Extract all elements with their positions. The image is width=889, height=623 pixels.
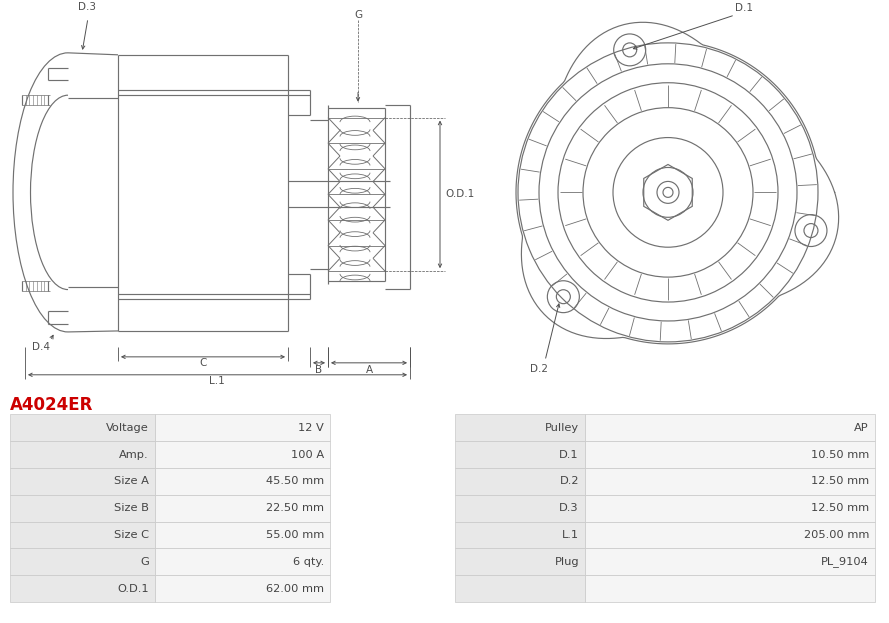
Text: D.3: D.3 — [559, 503, 579, 513]
Text: G: G — [354, 10, 362, 20]
Bar — [155, 495, 330, 521]
Text: 12.50 mm: 12.50 mm — [811, 503, 869, 513]
Bar — [585, 441, 875, 468]
Bar — [10, 468, 155, 495]
Text: 100 A: 100 A — [291, 450, 324, 460]
Bar — [455, 575, 585, 602]
Text: 12.50 mm: 12.50 mm — [811, 477, 869, 487]
Text: Size A: Size A — [114, 477, 149, 487]
Text: O.D.1: O.D.1 — [117, 584, 149, 594]
Bar — [455, 414, 585, 441]
Text: Voltage: Voltage — [107, 423, 149, 433]
Bar — [10, 495, 155, 521]
Bar — [455, 441, 585, 468]
Text: Amp.: Amp. — [119, 450, 149, 460]
Bar — [455, 521, 585, 548]
Text: 205.00 mm: 205.00 mm — [804, 530, 869, 540]
Bar — [585, 521, 875, 548]
Bar — [455, 468, 585, 495]
Bar — [10, 575, 155, 602]
Text: O.D.1: O.D.1 — [445, 189, 474, 199]
Bar — [10, 548, 155, 575]
Text: L.1: L.1 — [562, 530, 579, 540]
Bar — [10, 521, 155, 548]
Bar — [10, 441, 155, 468]
Bar — [455, 495, 585, 521]
Text: 45.50 mm: 45.50 mm — [266, 477, 324, 487]
Text: G: G — [140, 557, 149, 567]
Bar — [585, 548, 875, 575]
Text: 10.50 mm: 10.50 mm — [811, 450, 869, 460]
Text: A: A — [365, 365, 372, 375]
Text: C: C — [199, 358, 206, 368]
Bar — [155, 548, 330, 575]
Bar — [455, 548, 585, 575]
Text: D.2: D.2 — [530, 364, 548, 374]
Text: 62.00 mm: 62.00 mm — [266, 584, 324, 594]
Bar — [585, 575, 875, 602]
Text: D.1: D.1 — [559, 450, 579, 460]
Text: D.2: D.2 — [559, 477, 579, 487]
Bar — [155, 521, 330, 548]
Text: Size B: Size B — [114, 503, 149, 513]
Text: 22.50 mm: 22.50 mm — [266, 503, 324, 513]
Bar — [155, 468, 330, 495]
Text: Plug: Plug — [555, 557, 579, 567]
Text: D.3: D.3 — [78, 2, 96, 12]
Bar — [155, 575, 330, 602]
Text: Size C: Size C — [114, 530, 149, 540]
Bar — [155, 441, 330, 468]
Text: A4024ER: A4024ER — [10, 396, 93, 414]
Text: B: B — [316, 365, 323, 375]
Bar — [585, 468, 875, 495]
Text: 12 V: 12 V — [298, 423, 324, 433]
Text: 6 qty.: 6 qty. — [292, 557, 324, 567]
Bar — [585, 495, 875, 521]
Text: D.1: D.1 — [735, 3, 753, 13]
Text: Pulley: Pulley — [545, 423, 579, 433]
Bar — [585, 414, 875, 441]
Bar — [155, 414, 330, 441]
Bar — [10, 414, 155, 441]
Text: PL_9104: PL_9104 — [821, 556, 869, 568]
Text: 55.00 mm: 55.00 mm — [266, 530, 324, 540]
Text: AP: AP — [854, 423, 869, 433]
Text: L.1: L.1 — [209, 376, 225, 386]
Text: D.4: D.4 — [32, 342, 50, 352]
